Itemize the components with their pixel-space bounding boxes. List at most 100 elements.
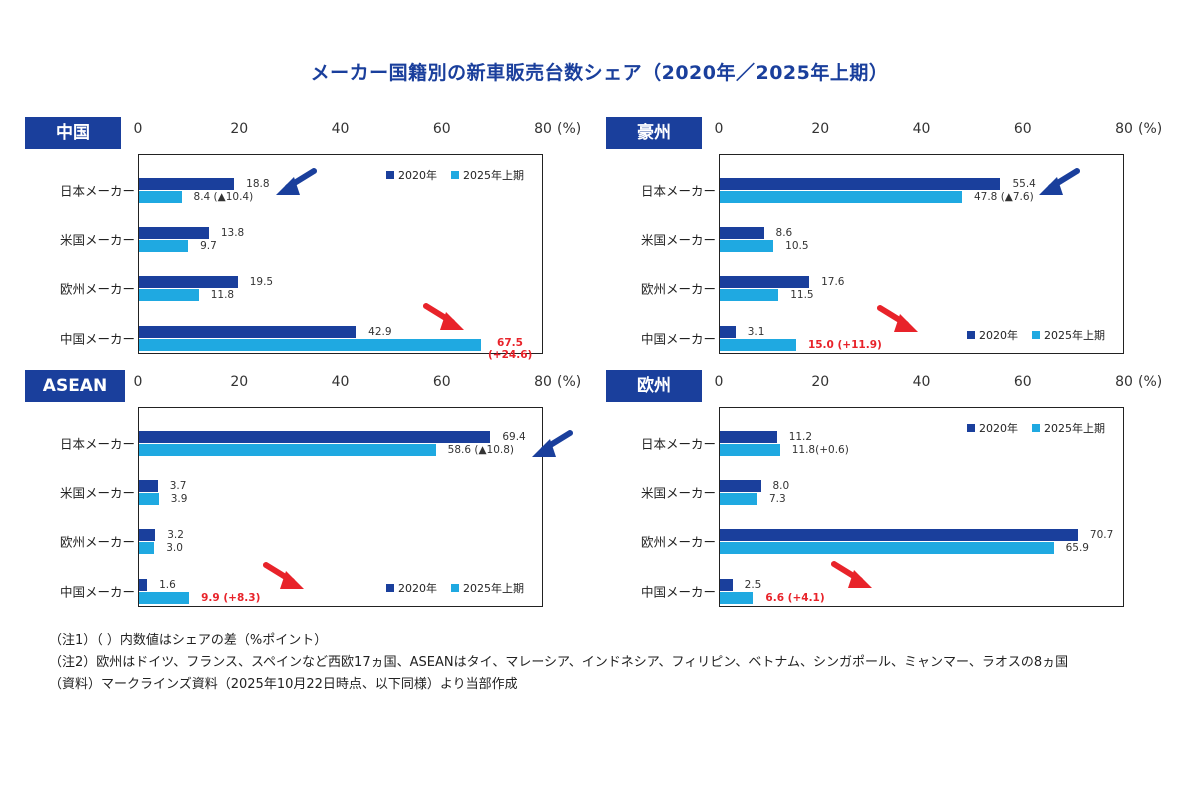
chart-panel-2: ASEAN 0 20 40 60 80 (%) 69.4 58.6 (▲10.8) 3.7 3.9 3… [25, 370, 585, 620]
red-arrow-icon [263, 562, 304, 589]
legend: 2020年 2025年上期 [386, 580, 524, 596]
bar-2020 [139, 431, 491, 443]
x-tick-label: 60 [432, 374, 451, 390]
bar-2020 [139, 529, 156, 541]
bar-2025h1 [139, 191, 182, 203]
x-tick-label: 80 [534, 121, 552, 137]
red-arrow-icon [423, 303, 464, 330]
legend: 2020年 2025年上期 [967, 420, 1105, 436]
category-label: 日本メーカー [59, 183, 135, 199]
bar-2025h1 [720, 339, 796, 351]
bar-2020 [720, 276, 810, 288]
x-tick-label: 40 [912, 374, 931, 390]
x-tick-label: 80 [534, 374, 552, 390]
data-label: 3.0 [166, 542, 183, 554]
red-arrow-icon [831, 561, 872, 588]
x-tick-label: 80 [1115, 374, 1133, 390]
blue-arrow-icon [1039, 168, 1080, 195]
category-label: 中国メーカー [640, 584, 716, 600]
legend-item: 2020年 [967, 420, 1018, 436]
red-arrow-icon [877, 305, 918, 332]
x-tick-label: 0 [133, 121, 143, 137]
legend-swatch [386, 584, 394, 592]
bar-2025h1 [139, 339, 481, 351]
legend-item: 2020年 [386, 167, 437, 183]
legend-swatch [1032, 331, 1040, 339]
bar-2020 [139, 579, 148, 591]
category-label: 欧州メーカー [59, 281, 135, 297]
page-title: メーカー国籍別の新車販売台数シェア（2020年／2025年上期） [310, 62, 889, 84]
data-label: 19.5 [249, 276, 274, 288]
data-label: 10.5 [785, 240, 809, 252]
data-label: 55.4 [1012, 178, 1036, 190]
data-label: 9.9 (+8.3) [201, 592, 261, 604]
category-label: 米国メーカー [640, 485, 716, 501]
data-label: 65.9 [1065, 542, 1089, 554]
bar-2025h1 [720, 240, 774, 252]
blue-arrow-icon [276, 168, 317, 195]
x-axis-unit: (%) [557, 374, 582, 390]
category-label: 中国メーカー [59, 331, 135, 347]
data-label: 8.0 [772, 480, 790, 492]
legend-item: 2020年 [386, 580, 437, 596]
category-label: 欧州メーカー [640, 281, 716, 297]
category-label: 米国メーカー [59, 485, 135, 501]
bar-2020 [139, 227, 209, 239]
chart-panel-3: 欧州 0 20 40 60 80 (%) 11.2 11.8(+0.6) 8.0 7.3 70.7 65… [606, 370, 1166, 620]
data-label: 3.7 [169, 480, 187, 492]
category-label: 米国メーカー [59, 232, 135, 248]
plot-area: 11.2 11.8(+0.6) 8.0 7.3 70.7 65.9 2.5 6.6 (+4.1… [719, 407, 1124, 607]
bar-2020 [139, 276, 238, 288]
bar-2020 [720, 326, 736, 338]
data-label: 8.4 (▲10.4) [193, 191, 254, 203]
x-tick-label: 0 [714, 374, 724, 390]
legend-label: 2020年 [979, 422, 1018, 435]
data-label: 11.8 [210, 289, 235, 301]
legend-label: 2025年上期 [463, 169, 524, 182]
bar-2025h1 [139, 444, 436, 456]
bar-2025h1 [720, 289, 779, 301]
data-label: 15.0 (+11.9) [807, 339, 882, 351]
data-label: 6.6 (+4.1) [765, 592, 825, 604]
data-label: 42.9 [368, 326, 392, 338]
legend-item: 2025年上期 [1032, 327, 1105, 343]
category-label: 米国メーカー [640, 232, 716, 248]
bar-2020 [720, 579, 733, 591]
data-label: 70.7 [1089, 529, 1114, 541]
category-label: 欧州メーカー [59, 534, 135, 550]
x-tick-label: 60 [1013, 374, 1032, 390]
legend-label: 2020年 [398, 582, 437, 595]
data-label: 11.8(+0.6) [791, 444, 849, 456]
bar-2025h1 [720, 191, 962, 203]
category-label: 日本メーカー [640, 183, 716, 199]
legend-item: 2025年上期 [1032, 420, 1105, 436]
x-axis-unit: (%) [1138, 374, 1163, 390]
legend-swatch [967, 331, 975, 339]
x-tick-label: 20 [230, 374, 249, 390]
data-label: 11.2 [788, 431, 813, 443]
data-label: 69.4 [502, 431, 526, 443]
data-label: 2.5 [744, 579, 762, 591]
legend-item: 2025年上期 [451, 580, 524, 596]
region-badge: ASEAN [25, 370, 125, 402]
x-tick-label: 80 [1115, 121, 1133, 137]
bar-2020 [139, 326, 357, 338]
bar-2025h1 [139, 240, 189, 252]
notes: （注1）（ ）内数値はシェアの差（%ポイント） （注2）欧州はドイツ、フランス、… [49, 630, 1068, 696]
legend-swatch [1032, 424, 1040, 432]
plot-area: 69.4 58.6 (▲10.8) 3.7 3.9 3.2 3.0 1.6 9.9 (+8.3… [138, 407, 543, 607]
bar-2025h1 [139, 592, 190, 604]
region-badge: 欧州 [606, 370, 702, 402]
category-label: 日本メーカー [59, 436, 135, 452]
category-label: 日本メーカー [640, 436, 716, 452]
x-tick-label: 0 [714, 121, 724, 137]
data-label: 9.7 [200, 240, 217, 252]
x-axis-unit: (%) [1138, 121, 1163, 137]
data-label: 3.2 [167, 529, 184, 541]
legend-swatch [967, 424, 975, 432]
note-2: （注2）欧州はドイツ、フランス、スペインなど西欧17ヵ国、ASEANはタイ、マレ… [49, 655, 1069, 670]
chart-panel-0: 中国 0 20 40 60 80 (%) 18.8 8.4 (▲10.4) 13.8 9.7 19.5… [25, 117, 585, 367]
legend-label: 2020年 [398, 169, 437, 182]
legend-label: 2025年上期 [1044, 422, 1105, 435]
legend-item: 2025年上期 [451, 167, 524, 183]
